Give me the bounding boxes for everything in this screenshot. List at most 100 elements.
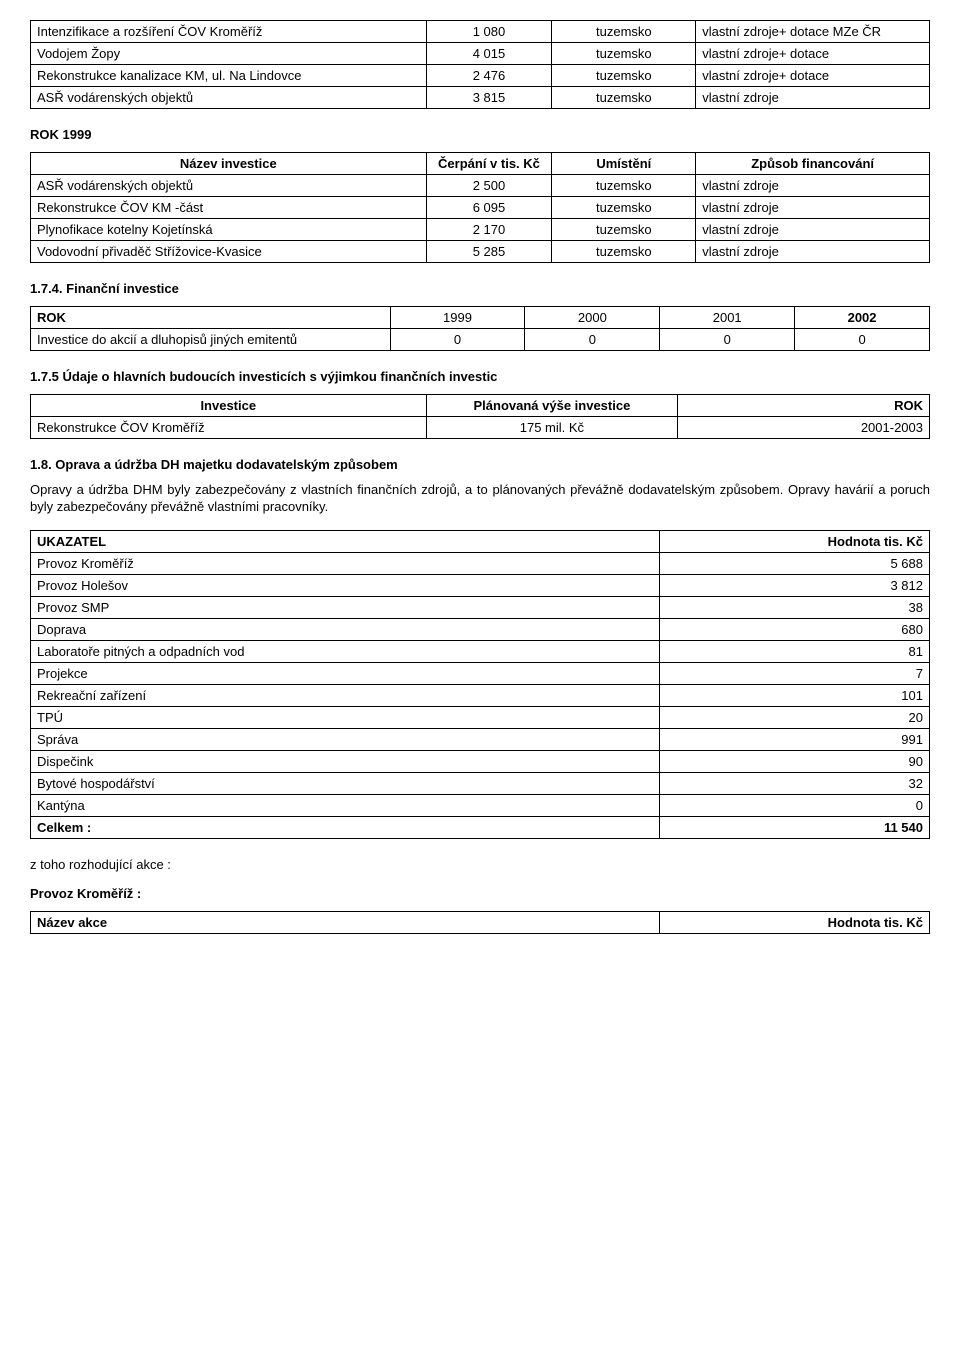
table-cell: Rekonstrukce ČOV Kroměříž bbox=[31, 417, 427, 439]
table-cell: 0 bbox=[660, 329, 795, 351]
table-cell: 1999 bbox=[390, 307, 525, 329]
table-cell: 90 bbox=[660, 750, 930, 772]
table-cell: Projekce bbox=[31, 662, 660, 684]
table-cell: tuzemsko bbox=[552, 175, 696, 197]
table-row: Vodovodní přivaděč Střížovice-Kvasice5 2… bbox=[31, 241, 930, 263]
investments-1999-table: Název investiceČerpání v tis. KčUmístění… bbox=[30, 152, 930, 263]
table-cell: vlastní zdroje bbox=[696, 175, 930, 197]
table-row: Investice do akcií a dluhopisů jiných em… bbox=[31, 329, 930, 351]
table-cell: 11 540 bbox=[660, 816, 930, 838]
table-cell: 5 285 bbox=[426, 241, 552, 263]
table-cell: 4 015 bbox=[426, 43, 552, 65]
table-row: Intenzifikace a rozšíření ČOV Kroměříž1 … bbox=[31, 21, 930, 43]
table-row: Provoz SMP38 bbox=[31, 596, 930, 618]
table-cell: Název akce bbox=[31, 911, 660, 933]
table-row: Celkem :11 540 bbox=[31, 816, 930, 838]
table-cell: TPÚ bbox=[31, 706, 660, 728]
table-row: ASŘ vodárenských objektů3 815tuzemskovla… bbox=[31, 87, 930, 109]
table-cell: Provoz Holešov bbox=[31, 574, 660, 596]
section-18-heading: 1.8. Oprava a údržba DH majetku dodavate… bbox=[30, 457, 930, 472]
table-row: Kantýna0 bbox=[31, 794, 930, 816]
table-cell: vlastní zdroje bbox=[696, 197, 930, 219]
table-cell: Provoz Kroměříž bbox=[31, 552, 660, 574]
table-cell: Rekonstrukce ČOV KM -část bbox=[31, 197, 427, 219]
table-row: Rekonstrukce ČOV KM -část6 095tuzemskovl… bbox=[31, 197, 930, 219]
table-cell: Způsob financování bbox=[696, 153, 930, 175]
section-18-paragraph: Opravy a údržba DHM byly zabezpečovány z… bbox=[30, 482, 930, 516]
table-cell: UKAZATEL bbox=[31, 530, 660, 552]
table-cell: 6 095 bbox=[426, 197, 552, 219]
table-cell: Investice bbox=[31, 395, 427, 417]
provoz-kromeriz-heading: Provoz Kroměříž : bbox=[30, 886, 930, 901]
table-cell: 2 170 bbox=[426, 219, 552, 241]
table-cell: tuzemsko bbox=[552, 65, 696, 87]
table-cell: Provoz SMP bbox=[31, 596, 660, 618]
table-cell: 0 bbox=[525, 329, 660, 351]
rok-1999-heading: ROK 1999 bbox=[30, 127, 930, 142]
table-row: Správa991 bbox=[31, 728, 930, 750]
table-cell: Intenzifikace a rozšíření ČOV Kroměříž bbox=[31, 21, 427, 43]
table-row: ASŘ vodárenských objektů2 500tuzemskovla… bbox=[31, 175, 930, 197]
table-cell: 3 815 bbox=[426, 87, 552, 109]
table-row: ROK1999200020012002 bbox=[31, 307, 930, 329]
table-cell: vlastní zdroje+ dotace bbox=[696, 65, 930, 87]
table-cell: Plynofikace kotelny Kojetínská bbox=[31, 219, 427, 241]
table-row: Dispečink90 bbox=[31, 750, 930, 772]
table-cell: Investice do akcií a dluhopisů jiných em… bbox=[31, 329, 391, 351]
table-cell: Čerpání v tis. Kč bbox=[426, 153, 552, 175]
table-row: Rekonstrukce ČOV Kroměříž175 mil. Kč2001… bbox=[31, 417, 930, 439]
table-cell: 2002 bbox=[795, 307, 930, 329]
table-cell: tuzemsko bbox=[552, 241, 696, 263]
table-cell: 680 bbox=[660, 618, 930, 640]
financial-investments-table: ROK1999200020012002Investice do akcií a … bbox=[30, 306, 930, 351]
table-cell: tuzemsko bbox=[552, 197, 696, 219]
section-174-heading: 1.7.4. Finanční investice bbox=[30, 281, 930, 296]
table-cell: Název investice bbox=[31, 153, 427, 175]
table-row: Provoz Holešov3 812 bbox=[31, 574, 930, 596]
table-cell: vlastní zdroje+ dotace bbox=[696, 43, 930, 65]
table-row: Provoz Kroměříž5 688 bbox=[31, 552, 930, 574]
table-cell: Plánovaná výše investice bbox=[426, 395, 678, 417]
investments-1998-table: Intenzifikace a rozšíření ČOV Kroměříž1 … bbox=[30, 20, 930, 109]
table-cell: 5 688 bbox=[660, 552, 930, 574]
table-cell: vlastní zdroje bbox=[696, 87, 930, 109]
ukazatel-table: UKAZATELHodnota tis. KčProvoz Kroměříž5 … bbox=[30, 530, 930, 839]
table-row: Vodojem Žopy4 015tuzemskovlastní zdroje+… bbox=[31, 43, 930, 65]
table-cell: 2000 bbox=[525, 307, 660, 329]
table-cell: 1 080 bbox=[426, 21, 552, 43]
table-cell: 101 bbox=[660, 684, 930, 706]
table-cell: 2 500 bbox=[426, 175, 552, 197]
table-row: Rekonstrukce kanalizace KM, ul. Na Lindo… bbox=[31, 65, 930, 87]
table-cell: 2001-2003 bbox=[678, 417, 930, 439]
table-cell: Správa bbox=[31, 728, 660, 750]
table-cell: 0 bbox=[795, 329, 930, 351]
z-toho-line: z toho rozhodující akce : bbox=[30, 857, 930, 872]
table-cell: Dispečink bbox=[31, 750, 660, 772]
table-cell: tuzemsko bbox=[552, 21, 696, 43]
table-cell: ASŘ vodárenských objektů bbox=[31, 175, 427, 197]
table-row: UKAZATELHodnota tis. Kč bbox=[31, 530, 930, 552]
table-row: Rekreační zařízení101 bbox=[31, 684, 930, 706]
table-row: Bytové hospodářství32 bbox=[31, 772, 930, 794]
section-175-heading: 1.7.5 Údaje o hlavních budoucích investi… bbox=[30, 369, 930, 384]
table-cell: ROK bbox=[31, 307, 391, 329]
table-cell: 175 mil. Kč bbox=[426, 417, 678, 439]
table-row: Název investiceČerpání v tis. KčUmístění… bbox=[31, 153, 930, 175]
future-investments-table: InvesticePlánovaná výše investiceROKReko… bbox=[30, 394, 930, 439]
table-row: Laboratoře pitných a odpadních vod81 bbox=[31, 640, 930, 662]
table-cell: Hodnota tis. Kč bbox=[660, 530, 930, 552]
table-cell: 3 812 bbox=[660, 574, 930, 596]
table-cell: Hodnota tis. Kč bbox=[660, 911, 930, 933]
table-cell: 2001 bbox=[660, 307, 795, 329]
table-cell: vlastní zdroje bbox=[696, 219, 930, 241]
table-cell: tuzemsko bbox=[552, 219, 696, 241]
table-cell: Rekonstrukce kanalizace KM, ul. Na Lindo… bbox=[31, 65, 427, 87]
nazev-akce-table: Název akceHodnota tis. Kč bbox=[30, 911, 930, 934]
table-cell: Kantýna bbox=[31, 794, 660, 816]
table-cell: vlastní zdroje bbox=[696, 241, 930, 263]
table-cell: Rekreační zařízení bbox=[31, 684, 660, 706]
table-cell: Vodojem Žopy bbox=[31, 43, 427, 65]
table-row: TPÚ20 bbox=[31, 706, 930, 728]
table-cell: 38 bbox=[660, 596, 930, 618]
table-cell: ROK bbox=[678, 395, 930, 417]
